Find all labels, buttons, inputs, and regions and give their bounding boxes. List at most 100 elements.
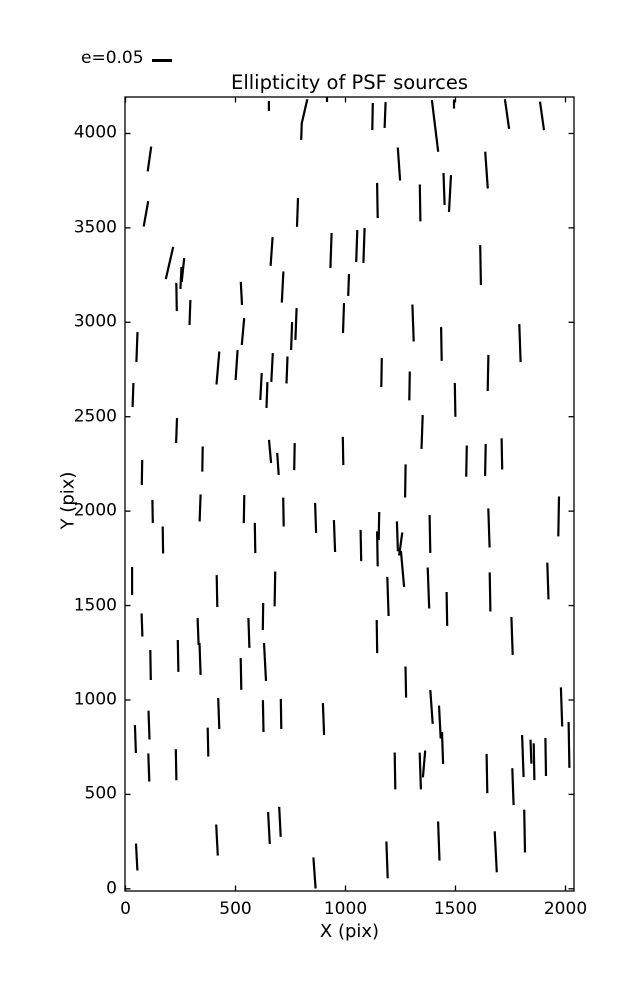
whisker	[440, 327, 443, 361]
whisker	[217, 697, 221, 730]
whisker	[321, 703, 326, 736]
whisker	[164, 246, 175, 280]
tick-marks	[124, 97, 574, 891]
whisker	[386, 576, 390, 617]
whisker	[426, 567, 431, 609]
whisker	[544, 737, 548, 777]
plot-title: Ellipticity of PSF sources	[231, 71, 468, 94]
whisker	[175, 417, 179, 444]
y-tick-label: 2500	[73, 406, 117, 427]
whisker	[445, 591, 449, 626]
whisker	[511, 768, 515, 806]
whisker	[362, 227, 366, 263]
whisker	[147, 753, 151, 782]
whisker	[140, 613, 144, 637]
whisker	[312, 857, 317, 889]
whisker	[215, 824, 219, 856]
whisker	[198, 494, 202, 522]
x-tick-label: 500	[219, 899, 252, 919]
whisker	[447, 175, 453, 212]
x-tick-label: 1500	[433, 899, 478, 919]
whisker	[239, 657, 243, 690]
whisker	[486, 354, 490, 392]
whisker	[440, 731, 445, 764]
whisker	[418, 184, 422, 222]
whisker	[341, 436, 345, 466]
whisker	[206, 727, 210, 757]
whisker	[247, 617, 251, 648]
axes-box	[124, 96, 575, 892]
whisker	[259, 372, 263, 401]
whisker	[146, 146, 153, 172]
whisker	[398, 532, 404, 556]
whisker	[376, 182, 379, 219]
whisker	[276, 452, 280, 475]
whisker	[300, 99, 309, 123]
whisker	[355, 230, 359, 263]
whisker	[135, 331, 139, 363]
whisker-group	[131, 97, 571, 889]
whisker	[521, 734, 525, 778]
x-axis-label: X (pix)	[319, 921, 380, 942]
whisker	[429, 690, 434, 724]
whisker	[567, 721, 571, 768]
whisker	[380, 358, 383, 388]
whisker	[510, 616, 514, 655]
whisker	[404, 666, 408, 698]
whisker	[546, 562, 550, 600]
whisker	[180, 257, 186, 283]
whisker	[371, 102, 374, 131]
whisker	[396, 147, 402, 181]
whisker	[269, 237, 274, 266]
whisker	[518, 324, 522, 363]
whisker	[239, 281, 244, 306]
whisker	[529, 739, 533, 764]
whisker	[142, 201, 150, 227]
whisker	[465, 445, 468, 477]
x-tick-label: 1000	[323, 899, 368, 919]
whisker	[488, 572, 492, 612]
whisker	[300, 122, 303, 140]
whisker	[134, 843, 139, 871]
whisker	[559, 687, 564, 727]
whisker	[215, 351, 221, 385]
whisker	[270, 352, 274, 382]
whisker	[375, 619, 379, 654]
whisker	[479, 245, 482, 286]
y-tick-label: 1000	[73, 689, 117, 710]
x-tick-label: 2000	[543, 899, 588, 919]
whisker	[453, 382, 457, 417]
whisker	[196, 617, 200, 645]
whisker	[215, 575, 219, 608]
whisker	[395, 521, 399, 552]
whisker	[131, 382, 135, 408]
whisker	[411, 304, 415, 342]
whisker	[265, 382, 269, 408]
whisker	[188, 299, 192, 326]
whisker	[290, 321, 294, 351]
whisker	[383, 102, 387, 128]
y-tick-label: 3500	[73, 217, 117, 238]
legend-label: e=0.05	[81, 48, 144, 68]
whisker	[294, 308, 298, 341]
whisker	[279, 698, 283, 730]
whisker	[359, 529, 363, 562]
whisker	[377, 511, 381, 541]
x-tick-label: 0	[120, 899, 131, 919]
whisker	[332, 520, 337, 553]
whisker	[376, 531, 379, 567]
whisker	[437, 705, 442, 739]
whisker	[285, 356, 289, 384]
y-axis-label: Y (pix)	[57, 471, 79, 530]
y-tick-label: 2000	[73, 500, 117, 521]
whisker	[523, 809, 527, 853]
whisker	[262, 642, 268, 682]
whisker	[282, 497, 285, 527]
y-tick-label: 3000	[73, 311, 117, 332]
legend-key-line	[152, 59, 172, 62]
whisker	[174, 749, 178, 781]
whisker	[557, 496, 561, 537]
whisker	[430, 99, 440, 152]
